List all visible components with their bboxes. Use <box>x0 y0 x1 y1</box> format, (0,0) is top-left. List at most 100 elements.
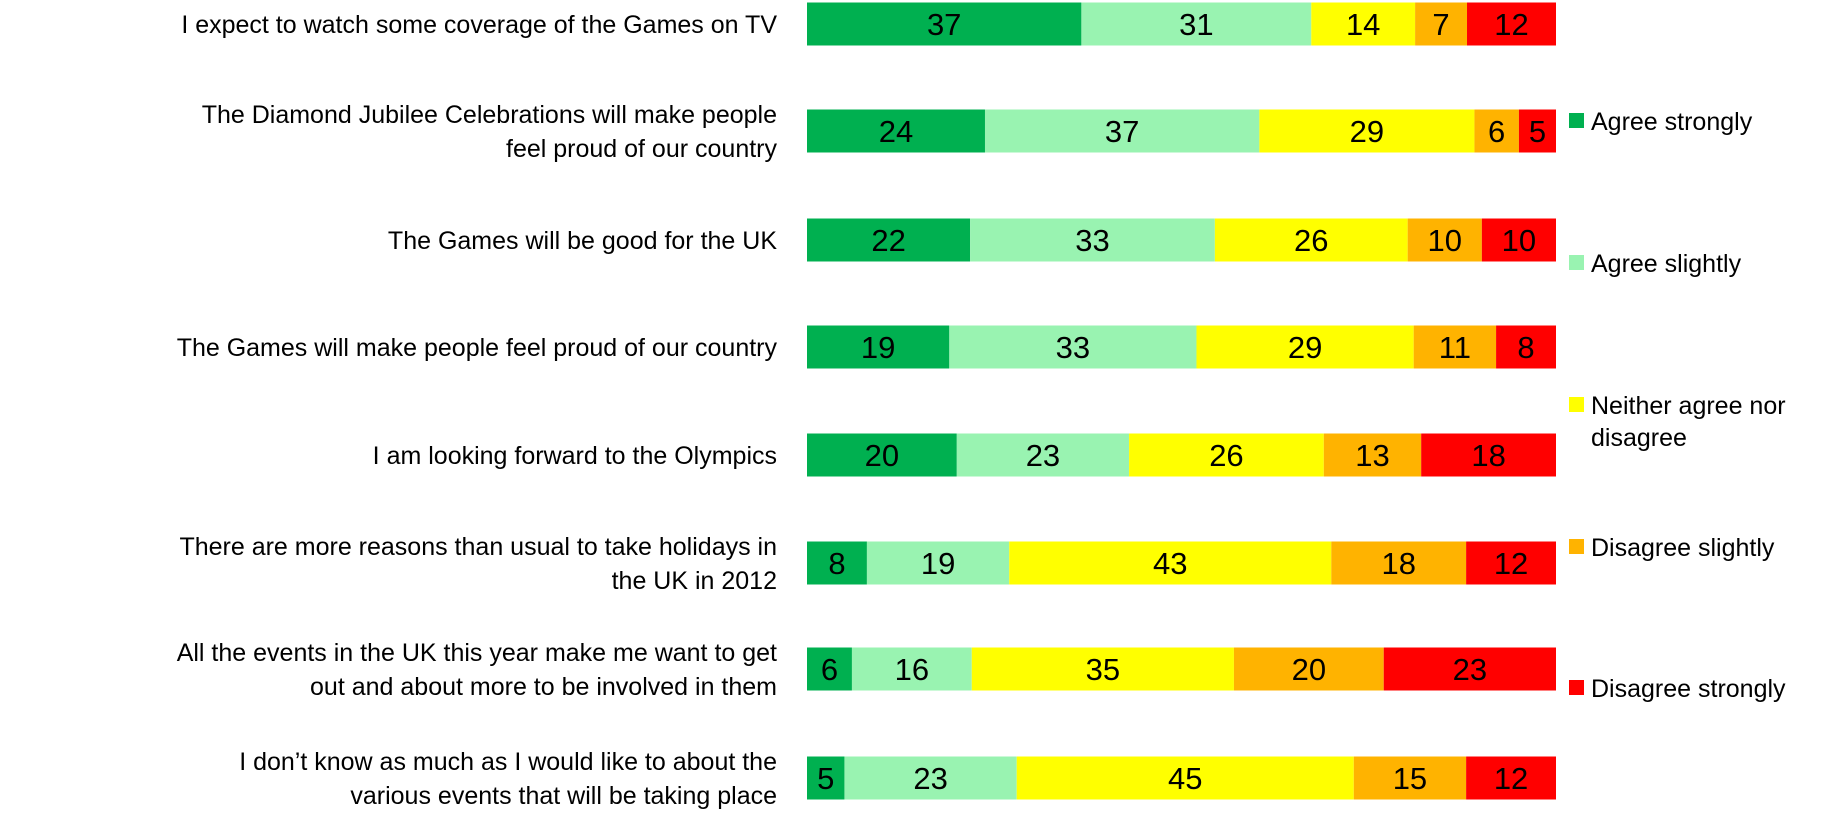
bar-segment <box>984 109 1260 153</box>
category-label: All the events in the UK this year make … <box>177 639 777 701</box>
category-label: The Games will make people feel proud of… <box>177 334 778 362</box>
legend-label-line: Agree strongly <box>1591 108 1753 136</box>
legend-label-line: Disagree strongly <box>1591 675 1786 703</box>
bar-segment <box>1129 433 1324 477</box>
data-label: 5 <box>817 761 834 796</box>
bar-segment <box>1466 756 1556 800</box>
bar-segment <box>1466 541 1556 585</box>
category-label-line: feel proud of our country <box>506 135 777 163</box>
category-label-line: out and about more to be involved in the… <box>310 673 777 701</box>
data-label: 8 <box>828 546 845 581</box>
bar-segment <box>970 218 1215 262</box>
bar-segment <box>866 541 1010 585</box>
category-labels: I expect to watch some coverage of the G… <box>177 11 778 810</box>
data-label: 35 <box>1086 652 1120 687</box>
bar-segment <box>971 647 1234 691</box>
category-label-line: There are more reasons than usual to tak… <box>179 533 777 561</box>
data-label: 10 <box>1428 223 1462 258</box>
category-label: I expect to watch some coverage of the G… <box>181 11 777 39</box>
bar-segment <box>1496 325 1556 369</box>
bar-segment <box>1016 756 1354 800</box>
bar-segment <box>1407 218 1482 262</box>
data-label: 19 <box>861 330 895 365</box>
data-label: 8 <box>1517 330 1534 365</box>
category-label-line: The Diamond Jubilee Celebrations will ma… <box>202 101 777 129</box>
data-label: 23 <box>1453 652 1487 687</box>
bar-segment <box>1081 2 1312 46</box>
bar-segment <box>807 541 867 585</box>
data-label: 33 <box>1075 223 1109 258</box>
data-label: 26 <box>1294 223 1328 258</box>
bar-segment <box>807 2 1082 46</box>
data-label: 29 <box>1288 330 1322 365</box>
bar-segment <box>851 647 972 691</box>
bar-segment <box>949 325 1197 369</box>
category-label-line: The Games will be good for the UK <box>388 227 777 255</box>
bar-segment <box>807 218 971 262</box>
legend-label-line: Disagree slightly <box>1591 534 1775 562</box>
category-label: I don’t know as much as I would like to … <box>239 748 777 810</box>
legend: Agree strongly Agree slightly Neither agre… <box>1569 108 1786 703</box>
legend-label: Disagree slightly <box>1591 534 1775 562</box>
data-label: 23 <box>913 761 947 796</box>
bar-segment <box>1331 541 1467 585</box>
category-label: I am looking forward to the Olympics <box>373 442 777 470</box>
bar-segment <box>1474 109 1519 153</box>
data-label: 10 <box>1502 223 1536 258</box>
category-label-line: I am looking forward to the Olympics <box>373 442 777 470</box>
legend-label-line: disagree <box>1591 424 1687 452</box>
data-label: 19 <box>921 546 955 581</box>
legend-label: Agree strongly <box>1591 108 1753 136</box>
data-label: 33 <box>1056 330 1090 365</box>
bar-segment <box>1413 325 1497 369</box>
data-label: 12 <box>1494 7 1528 42</box>
legend-swatch <box>1569 255 1584 270</box>
category-label: There are more reasons than usual to tak… <box>179 533 777 595</box>
bar-segment <box>1518 109 1556 153</box>
category-label-line: The Games will make people feel proud of… <box>177 334 778 362</box>
bar-segment <box>1311 2 1416 46</box>
bar-segment <box>807 433 957 477</box>
data-label: 31 <box>1179 7 1213 42</box>
data-label: 6 <box>821 652 838 687</box>
data-label: 22 <box>871 223 905 258</box>
category-label-line: I don’t know as much as I would like to … <box>239 748 777 776</box>
bar-segment <box>956 433 1130 477</box>
data-label: 37 <box>1105 114 1139 149</box>
bar-segment <box>1421 433 1556 477</box>
data-label: 43 <box>1153 546 1187 581</box>
data-label: 45 <box>1168 761 1202 796</box>
data-label: 37 <box>927 7 961 42</box>
data-label: 24 <box>879 114 913 149</box>
data-label: 11 <box>1439 330 1471 365</box>
legend-label: Neither agree nor disagree <box>1591 392 1786 452</box>
bar-segment <box>1481 218 1556 262</box>
bar-segment <box>844 756 1017 800</box>
bar-segment <box>1415 2 1468 46</box>
bar-segment <box>807 109 985 153</box>
category-label-line: I expect to watch some coverage of the G… <box>181 11 777 39</box>
legend-swatch <box>1569 680 1584 695</box>
data-label: 12 <box>1494 546 1528 581</box>
category-label-line: All the events in the UK this year make … <box>177 639 777 667</box>
data-label: 6 <box>1488 114 1505 149</box>
bar-segment <box>1214 218 1408 262</box>
bar-segment <box>1467 2 1556 46</box>
category-label: The Diamond Jubilee Celebrations will ma… <box>202 101 778 163</box>
bar-segment <box>807 756 845 800</box>
bar-segment <box>1323 433 1422 477</box>
category-label: The Games will be good for the UK <box>388 227 777 255</box>
bar-segment <box>1196 325 1414 369</box>
data-label: 15 <box>1393 761 1427 796</box>
bar-segment <box>807 647 852 691</box>
category-label-line: the UK in 2012 <box>612 567 777 595</box>
legend-swatch <box>1569 539 1584 554</box>
data-label: 20 <box>1292 652 1326 687</box>
data-label: 20 <box>865 438 899 473</box>
category-label-line: various events that will be taking place <box>350 782 777 810</box>
data-label: 14 <box>1346 7 1380 42</box>
data-label: 18 <box>1381 546 1415 581</box>
legend-swatch <box>1569 113 1584 128</box>
legend-label-line: Agree slightly <box>1591 250 1742 278</box>
